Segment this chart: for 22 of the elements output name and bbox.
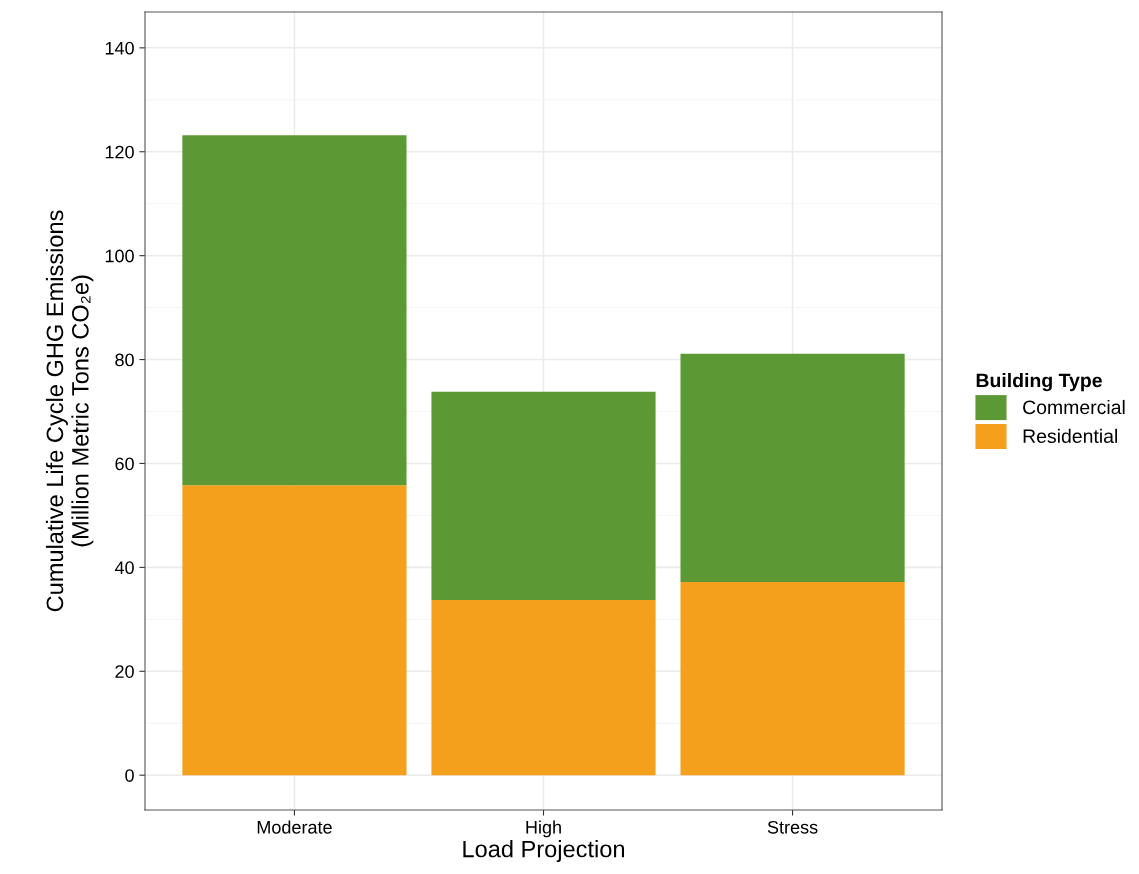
bar xyxy=(182,485,407,776)
bar xyxy=(431,391,656,601)
x-tick-label: High xyxy=(526,820,561,838)
y-tick-label: 60 xyxy=(115,457,134,471)
legend-label: Commercial xyxy=(1023,399,1125,415)
y-tick-label: 80 xyxy=(115,353,134,367)
bar xyxy=(680,353,905,582)
bar xyxy=(182,135,407,486)
y-axis-title: Cumulative Life Cycle GHG Emissions (Million Metric Tons CO₂e) xyxy=(45,210,94,612)
legend-label: Residential xyxy=(1023,428,1117,444)
legend-title: Building Type xyxy=(976,373,1102,392)
y-tick-label: 100 xyxy=(105,249,134,263)
bar xyxy=(431,600,656,776)
x-tick-label: Stress xyxy=(767,820,818,834)
y-tick-label: 120 xyxy=(105,145,134,159)
y-tick-label: 140 xyxy=(105,41,134,55)
bar xyxy=(680,581,905,776)
y-tick-label: 0 xyxy=(125,769,134,782)
x-axis-title: Load Projection xyxy=(463,840,625,863)
x-tick-label: Moderate xyxy=(257,820,332,834)
y-tick-label: 40 xyxy=(114,561,134,575)
y-tick-label: 20 xyxy=(115,665,134,679)
